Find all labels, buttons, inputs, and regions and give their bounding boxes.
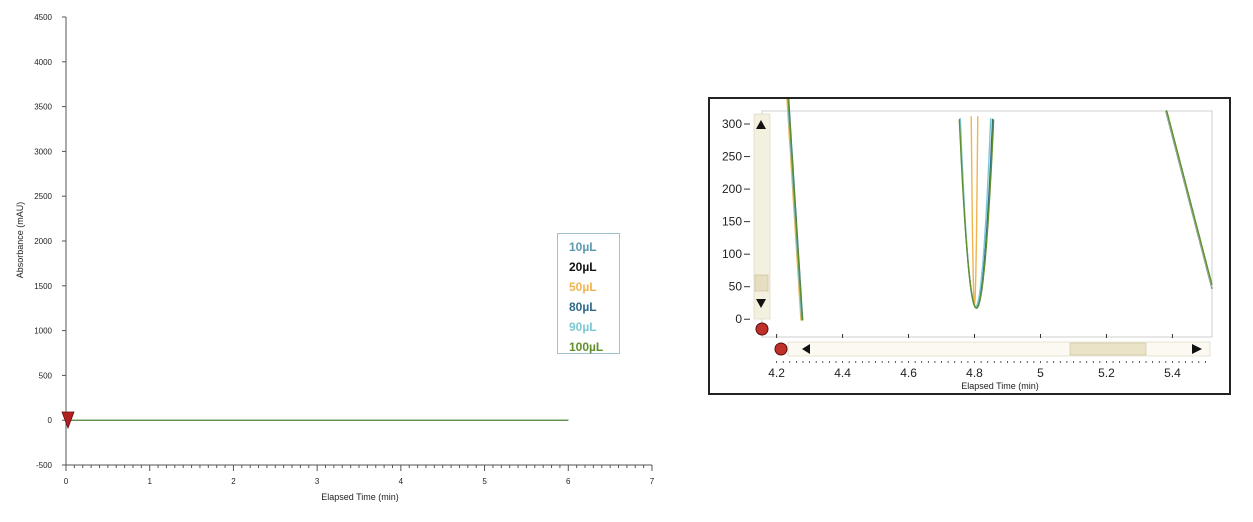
main-x-tick-label: 4 [399, 477, 404, 486]
start-marker-icon[interactable] [61, 411, 75, 430]
main-y-tick-label: 4000 [34, 58, 52, 67]
main-x-tick-label: 1 [147, 477, 152, 486]
main-y-tick-label: 0 [48, 416, 53, 425]
legend-item-50ul: 50µL [569, 280, 597, 294]
x-zoom-handle-icon[interactable] [774, 342, 788, 356]
main-y-tick-label: 1500 [34, 282, 52, 291]
zoom-y-tick-label: 200 [722, 182, 742, 196]
zoom-series-group [786, 99, 1213, 321]
vertical-scrollbar[interactable] [753, 113, 771, 320]
zoom-y-tick-label: 300 [722, 117, 742, 131]
legend-item-90ul: 90µL [569, 320, 597, 334]
legend-item-20ul: 20µL [569, 260, 597, 274]
legend-item-10ul: 10µL [569, 240, 597, 254]
y-zoom-handle-icon[interactable] [755, 322, 769, 336]
main-x-tick-label: 0 [64, 477, 69, 486]
main-y-tick-label: 3500 [34, 103, 52, 112]
zoom-x-tick-label: 4.4 [834, 366, 851, 380]
zoom-x-tick-label: 4.8 [966, 366, 983, 380]
main-y-tick-label: 4500 [34, 13, 52, 22]
zoom-chart: 0 50 100 150 200 250 300 4.2 4.4 4.6 4.8 5 5.2 5.4 El… [722, 99, 1213, 391]
zoom-y-tick-label: 250 [722, 150, 742, 164]
scroll-right-arrow-icon[interactable] [1192, 344, 1202, 354]
main-axes: -500 0 500 1000 1500 2000 2500 3000 3500 4000 4500… [34, 13, 655, 486]
vertical-scroll-thumb[interactable] [754, 274, 769, 292]
zoom-y-tick-label: 0 [735, 312, 742, 326]
zoom-x-axis-label: Elapsed Time (min) [961, 381, 1039, 391]
zoom-y-tick-label: 150 [722, 215, 742, 229]
legend: 10µL 20µL 50µL 80µL 90µL 100µL [557, 233, 620, 354]
scroll-left-arrow-icon[interactable] [802, 344, 810, 354]
main-chromatogram-chart: -500 0 500 1000 1500 2000 2500 3000 3500 4000 4500… [15, 13, 655, 502]
zoom-x-tick-label: 5 [1037, 366, 1044, 380]
scroll-up-arrow-icon[interactable] [756, 120, 766, 129]
zoom-x-tick-label: 4.6 [900, 366, 917, 380]
zoom-y-tick-label: 50 [729, 280, 743, 294]
legend-item-80ul: 80µL [569, 300, 597, 314]
scroll-down-arrow-icon[interactable] [756, 299, 766, 308]
main-x-tick-label: 5 [482, 477, 487, 486]
main-y-tick-label: 2000 [34, 237, 52, 246]
zoom-x-tick-label: 5.4 [1164, 366, 1181, 380]
zoom-axes: 0 50 100 150 200 250 300 4.2 4.4 4.6 4.8 5 5.2 5.4 [722, 117, 1206, 380]
main-y-tick-label: 500 [39, 371, 53, 380]
zoom-x-tick-label: 4.2 [768, 366, 785, 380]
legend-item-100ul: 100µL [569, 340, 604, 354]
main-x-axis-label: Elapsed Time (min) [321, 492, 399, 502]
zoom-series-line-100ul [787, 99, 1213, 321]
horizontal-scroll-thumb[interactable] [1069, 342, 1147, 356]
main-y-tick-label: 3000 [34, 147, 52, 156]
horizontal-scrollbar[interactable] [787, 341, 1211, 357]
main-y-tick-label: 1000 [34, 327, 52, 336]
main-y-tick-label: -500 [36, 461, 53, 470]
main-x-tick-label: 6 [566, 477, 571, 486]
main-x-tick-label: 3 [315, 477, 320, 486]
main-x-tick-label: 7 [650, 477, 655, 486]
main-y-axis-label: Absorbance (mAU) [15, 202, 25, 279]
main-x-tick-label: 2 [231, 477, 236, 486]
zoom-y-tick-label: 100 [722, 247, 742, 261]
main-y-tick-label: 2500 [34, 192, 52, 201]
zoom-panel: 0 50 100 150 200 250 300 4.2 4.4 4.6 4.8 5 5.2 5.4 El… [708, 97, 1231, 395]
zoom-x-tick-label: 5.2 [1098, 366, 1115, 380]
